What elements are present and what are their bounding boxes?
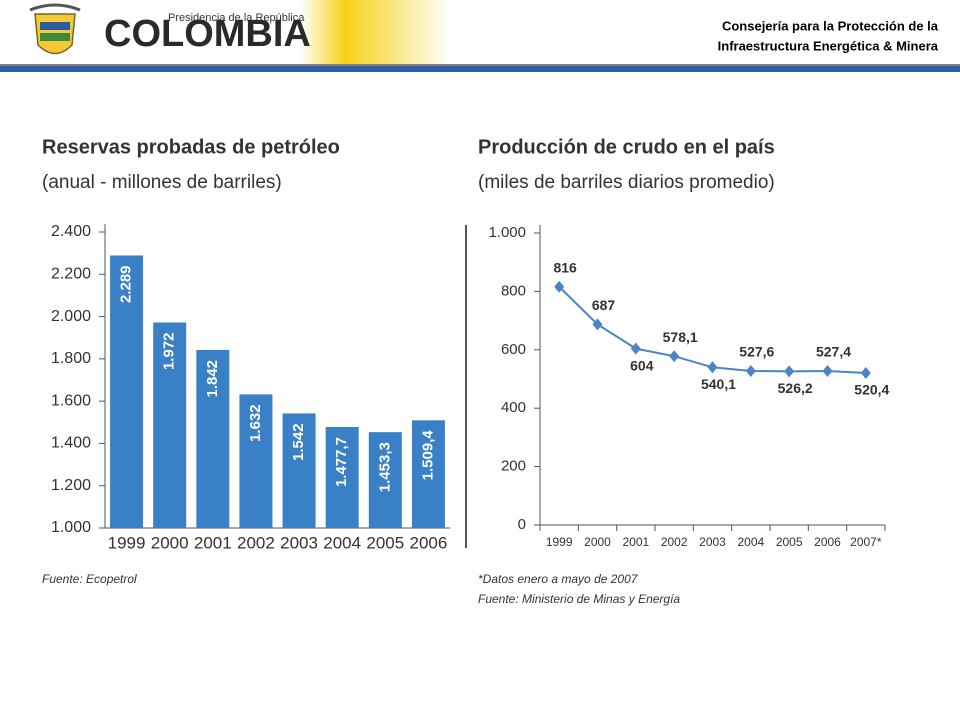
y-tick-label: 2.400: [51, 223, 91, 240]
office-name: Consejería para la Protección de la: [722, 18, 939, 33]
x-tick-label: 2005: [366, 533, 404, 552]
x-tick-label: 2004: [323, 533, 361, 552]
point: [707, 361, 718, 374]
office-name: Infraestructura Energética & Minera: [718, 38, 939, 53]
point: [669, 350, 680, 363]
flag-band: [300, 0, 450, 64]
x-tick-label: 2001: [194, 533, 232, 552]
point: [745, 364, 756, 377]
x-tick-label: 2003: [699, 535, 726, 549]
value-label: 1.972: [161, 332, 178, 370]
x-tick-label: 1999: [546, 535, 573, 549]
x-tick-label: 2005: [776, 535, 803, 549]
value-label: 2.289: [118, 265, 135, 303]
x-tick-label: 2006: [814, 535, 841, 549]
value-label: 578,1: [663, 329, 698, 345]
point: [554, 280, 565, 293]
y-tick-label: 1.000: [488, 224, 526, 241]
y-tick-label: 2.200: [51, 266, 91, 283]
value-label: 1.542: [290, 423, 307, 461]
header-kicker: Presidencia de la República: [168, 12, 305, 24]
bar: [153, 322, 187, 528]
x-tick-label: 2002: [661, 535, 688, 549]
header-brand: COLOMBIA: [104, 13, 311, 55]
value-label: 1.453,3: [376, 442, 393, 492]
x-tick-label: 2003: [280, 533, 318, 552]
y-tick-label: 1.000: [51, 519, 91, 536]
y-tick-label: 400: [501, 399, 526, 416]
bar: [282, 413, 316, 528]
source-note: Fuente: Ecopetrol: [42, 572, 137, 586]
value-label: 520,4: [854, 382, 889, 398]
y-tick-label: 600: [501, 341, 526, 358]
value-label: 526,2: [778, 380, 813, 396]
bar: [110, 255, 144, 528]
bar: [196, 349, 230, 528]
y-tick-label: 0: [518, 516, 526, 533]
bar: [239, 394, 273, 528]
chart-title: Reservas probadas de petróleo: [42, 136, 340, 158]
point: [630, 342, 641, 355]
y-tick-label: 1.600: [51, 392, 91, 409]
value-label: 1.509,4: [419, 430, 436, 481]
value-label: 1.477,7: [333, 437, 350, 487]
bar: [368, 432, 402, 528]
value-label: 816: [553, 259, 577, 275]
value-label: 540,1: [701, 376, 736, 392]
value-label: 687: [592, 297, 616, 313]
value-label: 527,4: [816, 344, 851, 360]
point: [592, 318, 603, 331]
point: [822, 364, 833, 377]
x-tick-label: 1999: [108, 533, 146, 552]
point: [860, 367, 871, 380]
coat-of-arms: [29, 3, 81, 55]
bar: [411, 420, 445, 528]
value-label: 604: [630, 357, 654, 373]
y-tick-label: 1.200: [51, 477, 91, 494]
x-tick-label: 2007*: [850, 535, 882, 549]
value-label: 527,6: [739, 344, 774, 360]
value-label: 1.632: [247, 404, 264, 442]
x-tick-label: 2006: [410, 533, 448, 552]
value-label: 1.842: [204, 360, 221, 398]
y-tick-label: 1.400: [51, 435, 91, 452]
y-tick-label: 200: [501, 458, 526, 475]
y-tick-label: 1.800: [51, 350, 91, 367]
x-tick-label: 2000: [151, 533, 189, 552]
chart-subtitle: (anual - millones de barriles): [42, 172, 282, 193]
chart-subtitle: (miles de barriles diarios promedio): [478, 172, 775, 193]
chart-title: Producción de crudo en el país: [478, 136, 775, 158]
y-tick-label: 2.000: [51, 308, 91, 325]
source-note: Fuente: Ministerio de Minas y Energía: [478, 592, 680, 606]
x-tick-label: 2004: [737, 535, 764, 549]
x-tick-label: 2002: [237, 533, 275, 552]
header-rule: [0, 66, 960, 72]
x-tick-label: 2001: [622, 535, 649, 549]
point: [784, 365, 795, 378]
source-note: *Datos enero a mayo de 2007: [478, 572, 639, 586]
x-tick-label: 2000: [584, 535, 611, 549]
bar: [325, 427, 359, 528]
y-tick-label: 800: [501, 282, 526, 299]
